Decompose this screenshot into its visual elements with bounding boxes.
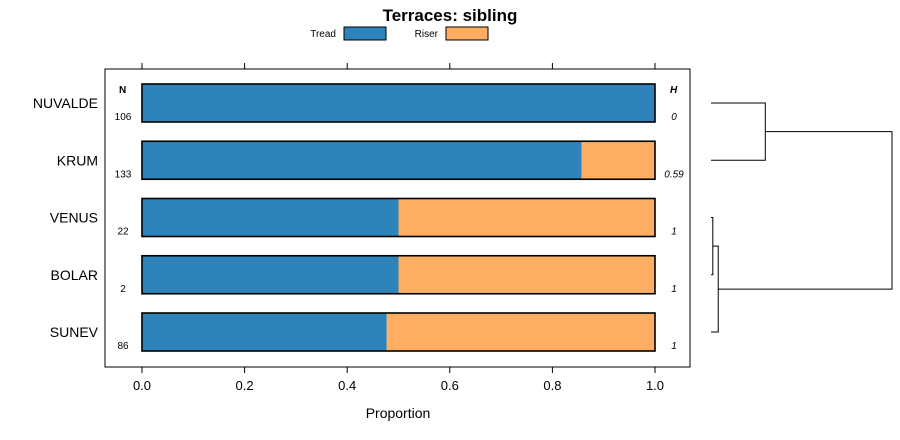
bars-group: NUVALDE 106 0 KRUM 133 0.59 VENUS 22 1 BOLAR 2 1 SUN… [33,83,684,352]
bar-venus-tread [142,198,399,237]
h-value-venus: 1 [671,227,677,238]
legend-label-tread: Tread [310,29,336,40]
legend-label-riser: Riser [415,29,439,40]
bar-outline-sunev [141,312,656,352]
dendrogram-link-2 [711,102,766,161]
x-axis-title: Proportion [366,405,431,421]
legend-swatch-riser [445,26,489,41]
h-column-header: H [670,85,678,96]
dendrogram-link-3 [718,131,893,290]
n-value-bolar: 2 [120,284,126,295]
n-value-nuvalde: 106 [115,112,132,123]
n-value-sunev: 86 [117,341,129,352]
category-label-bolar: BOLAR [51,267,98,283]
bar-outline-venus [141,197,656,238]
category-label-nuvalde: NUVALDE [33,95,98,111]
category-label-sunev: SUNEV [50,324,99,340]
bar-outline-bolar [141,254,656,295]
bar-bolar-tread [142,255,399,294]
category-label-krum: KRUM [57,152,98,168]
bar-outline-nuvalde [141,83,656,123]
legend-swatch-tread [343,26,387,41]
x-tick-label-4: 0.8 [543,378,561,393]
x-tick-label-3: 0.6 [441,378,459,393]
bar-krum-tread [142,141,582,180]
dendrogram-link-0 [711,217,714,276]
dendrogram-link-1 [711,245,719,333]
h-value-sunev: 1 [671,341,677,352]
bar-bolar-riser [398,255,655,294]
legend: Tread Riser [310,26,489,41]
dendrogram [711,102,893,333]
category-label-venus: VENUS [50,210,98,226]
bar-krum-riser [581,141,655,180]
n-value-krum: 133 [115,169,132,180]
bar-outline-krum [141,140,656,181]
bar-sunev-tread [142,313,387,351]
h-value-krum: 0.59 [664,169,684,180]
n-column-header: N [119,85,126,96]
bar-nuvalde-tread [142,84,655,122]
h-value-nuvalde: 0 [671,112,677,123]
x-tick-label-2: 0.4 [338,378,356,393]
bar-venus-riser [398,198,655,237]
x-tick-label-5: 1.0 [646,378,664,393]
x-tick-label-1: 0.2 [236,378,254,393]
bar-sunev-riser [386,313,655,351]
x-tick-label-0: 0.0 [133,378,151,393]
axes-group: 0.0 0.2 0.4 0.6 0.8 1.0 [133,63,664,393]
plot-frame [104,68,691,368]
chart-title: Terraces: sibling [383,6,518,25]
h-value-bolar: 1 [671,284,677,295]
n-value-venus: 22 [117,227,129,238]
